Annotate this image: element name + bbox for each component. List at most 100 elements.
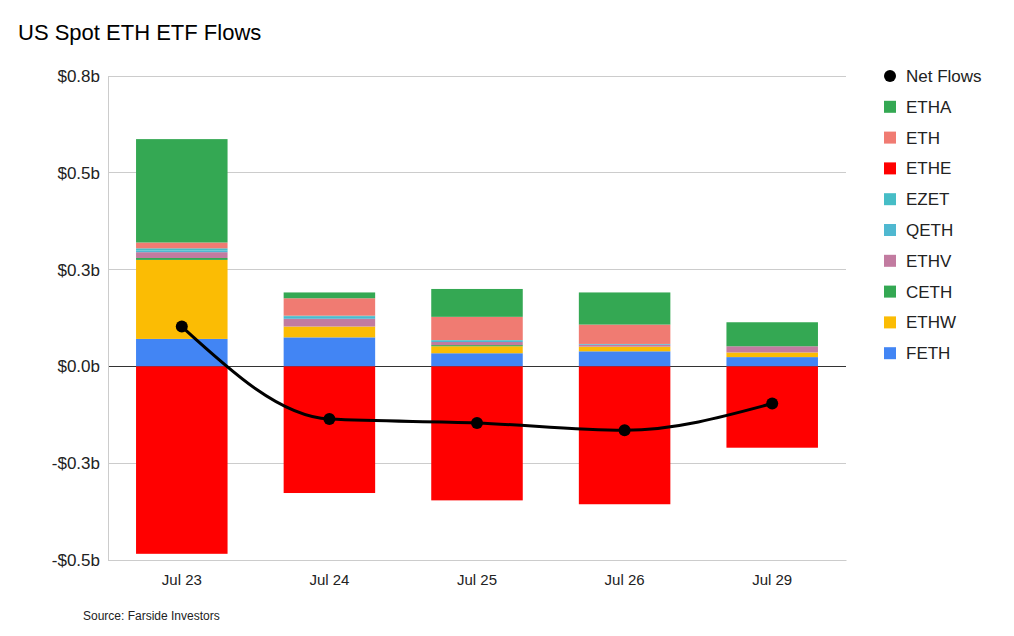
y-tick-label: $0.8b	[57, 67, 100, 86]
bar	[284, 298, 376, 315]
x-axis: Jul 23 Jul 24 Jul 25 Jul 26 Jul 29	[109, 560, 847, 588]
legend-item: FETH	[884, 344, 950, 363]
legend-label: QETH	[906, 221, 953, 240]
bar	[726, 366, 818, 447]
line-marker	[471, 417, 483, 429]
legend-item: ETH	[884, 129, 940, 148]
grid-line	[108, 560, 846, 561]
bar-series	[136, 248, 523, 341]
legend-marker	[884, 70, 896, 82]
grid-line	[108, 76, 846, 77]
bar	[726, 352, 818, 357]
bar	[136, 251, 228, 253]
legend-swatch	[884, 286, 896, 298]
title: US Spot ETH ETF Flows	[18, 20, 261, 45]
y-axis: $0.8b $0.5b $0.3b $0.0b -$0.3b -$0.5b	[52, 67, 109, 570]
line-marker	[766, 398, 778, 410]
legend-label: ETHA	[906, 98, 952, 117]
line-marker	[176, 321, 188, 333]
bar	[136, 339, 228, 366]
bar-series	[136, 258, 523, 346]
legend-item: CETH	[884, 283, 952, 302]
y-tick: $0.0b	[57, 357, 108, 376]
bar	[431, 317, 523, 340]
y-tick-label: $0.5b	[57, 164, 100, 183]
bar	[579, 366, 671, 504]
bar	[431, 341, 523, 342]
x-tick: Jul 25	[457, 560, 497, 588]
grid	[108, 76, 846, 560]
bar	[726, 322, 818, 346]
x-tick-label: Jul 24	[309, 571, 349, 588]
x-tick-label: Jul 29	[752, 571, 792, 588]
bar-series	[136, 139, 818, 346]
x-tick-label: Jul 25	[457, 571, 497, 588]
y-tick-label: -$0.3b	[52, 454, 100, 473]
legend-label: ETHV	[906, 252, 952, 271]
bar-series	[136, 260, 818, 357]
bar	[431, 345, 523, 346]
source: Source: Farside Investors	[83, 609, 220, 623]
line-marker	[323, 413, 335, 425]
y-axis-line	[108, 77, 109, 561]
bar	[136, 139, 228, 242]
legend-label: EZET	[906, 190, 949, 209]
bar-series	[136, 252, 818, 352]
bar	[284, 317, 376, 319]
bar	[136, 248, 228, 250]
bar	[284, 316, 376, 317]
bar	[431, 289, 523, 317]
bar	[726, 357, 818, 366]
legend-label: Net Flows	[906, 67, 982, 86]
legend-swatch	[884, 101, 896, 113]
y-tick: $0.3b	[57, 261, 108, 280]
bar	[136, 260, 228, 339]
bar-series	[136, 251, 670, 345]
legend-swatch	[884, 162, 896, 174]
bar	[579, 325, 671, 344]
y-tick: -$0.5b	[52, 551, 108, 570]
bar-series	[136, 242, 670, 343]
legend-swatch	[884, 224, 896, 236]
bar	[579, 347, 671, 352]
bar	[726, 346, 818, 352]
bar-series	[136, 337, 818, 366]
legend-swatch	[884, 316, 896, 328]
x-tick: Jul 24	[309, 560, 349, 588]
x-tick-label: Jul 26	[605, 571, 645, 588]
legend-label: ETH	[906, 129, 940, 148]
bar	[579, 351, 671, 366]
legend-swatch	[884, 255, 896, 267]
x-tick: Jul 26	[605, 560, 645, 588]
legend-item: Net Flows	[884, 67, 982, 86]
legend: Net Flows ETHA ETH ETHE EZET QETH ETHV CETH ETHW…	[884, 67, 982, 363]
y-tick: $0.8b	[57, 67, 108, 86]
bar	[284, 319, 376, 327]
bar	[431, 366, 523, 500]
legend-swatch	[884, 132, 896, 144]
bar	[284, 292, 376, 298]
bar	[136, 252, 228, 258]
legend-label: ETHE	[906, 159, 951, 178]
marks	[136, 139, 818, 554]
y-tick-label: $0.0b	[57, 357, 100, 376]
chart: US Spot ETH ETF Flows Source: Farside Inv…	[0, 0, 1014, 636]
legend-item: QETH	[884, 221, 953, 240]
bar	[431, 342, 523, 345]
legend-swatch	[884, 347, 896, 359]
bar	[136, 366, 228, 553]
legend-item: ETHE	[884, 159, 951, 178]
bar	[579, 292, 671, 324]
y-tick-label: $0.3b	[57, 261, 100, 280]
bar	[284, 327, 376, 338]
bar	[284, 337, 376, 366]
y-tick-label: -$0.5b	[52, 551, 100, 570]
legend-label: ETHW	[906, 313, 956, 332]
bar	[136, 242, 228, 248]
x-tick-label: Jul 23	[162, 571, 202, 588]
bar	[431, 346, 523, 353]
bar	[579, 345, 671, 347]
line	[182, 327, 772, 431]
bar	[431, 353, 523, 366]
legend-label: FETH	[906, 344, 950, 363]
